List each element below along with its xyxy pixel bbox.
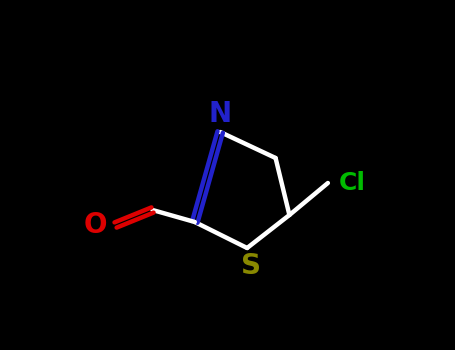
Text: O: O — [83, 211, 107, 239]
Text: N: N — [209, 100, 232, 128]
Text: Cl: Cl — [339, 171, 365, 195]
Text: S: S — [241, 252, 261, 280]
